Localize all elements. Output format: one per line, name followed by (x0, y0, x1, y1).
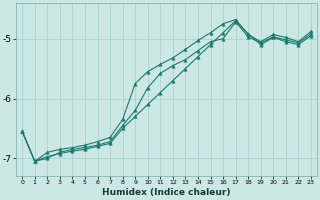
X-axis label: Humidex (Indice chaleur): Humidex (Indice chaleur) (102, 188, 231, 197)
